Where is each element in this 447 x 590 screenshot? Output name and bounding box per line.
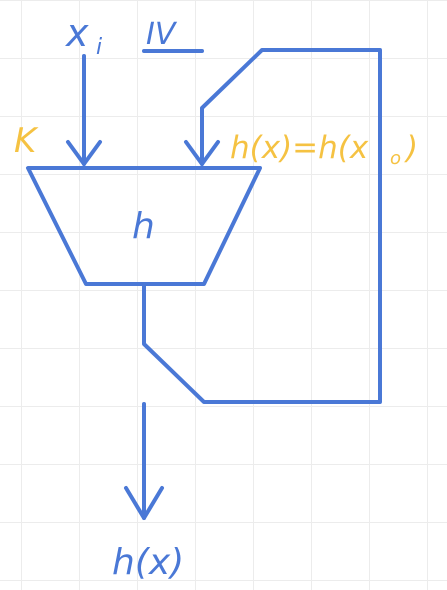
feedback-loop-line: [142, 48, 382, 404]
output-label: h(x): [112, 542, 184, 583]
feedback-label-main: h(x)=h(x: [230, 130, 369, 166]
roman-label: IV: [146, 17, 178, 52]
block-label: h: [132, 206, 155, 247]
input-arrow-head: [66, 140, 102, 166]
hash-block: [26, 166, 262, 286]
feedback-arrow-head: [184, 140, 220, 166]
input-label-sub: i: [96, 35, 102, 60]
key-label: K: [14, 121, 39, 161]
feedback-label-sub: o: [390, 148, 401, 169]
input-label-x: x: [65, 11, 89, 55]
output-arrow-head: [124, 486, 164, 520]
feedback-label-close: ): [404, 130, 418, 166]
